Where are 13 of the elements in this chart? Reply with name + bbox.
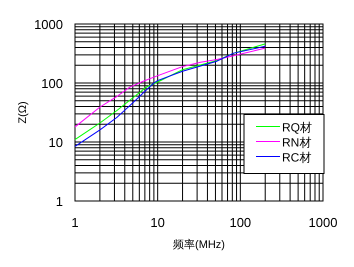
legend-label: RQ材 xyxy=(282,120,312,134)
x-tick-label: 100 xyxy=(229,215,252,230)
y-tick-label: 1000 xyxy=(34,17,63,32)
y-axis-title: Z(Ω) xyxy=(17,101,29,124)
x-tick-label: 1000 xyxy=(308,215,338,230)
legend-label: RN材 xyxy=(282,136,312,150)
y-tick-label: 1 xyxy=(56,194,63,209)
x-axis-title: 频率(MHz) xyxy=(173,238,225,251)
y-tick-label: 10 xyxy=(48,135,63,150)
legend-label: RC材 xyxy=(282,150,312,164)
x-tick-label: 10 xyxy=(150,215,165,230)
y-tick-label: 100 xyxy=(41,76,63,91)
x-tick-label: 1 xyxy=(71,215,79,230)
